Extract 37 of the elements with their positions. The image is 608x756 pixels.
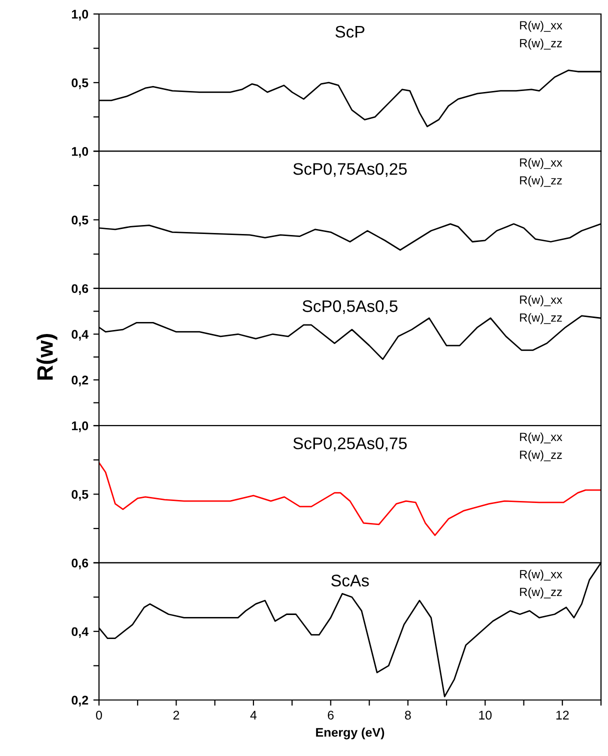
y-axis-title: R(w): [36, 334, 58, 380]
y-tick-label: 0,6: [72, 284, 88, 295]
annotation: R(w)_xx: [520, 432, 562, 444]
y-tick-label: 0,5: [72, 78, 88, 90]
text: ScP0,5As0,5: [302, 300, 398, 314]
annotation: R(w)_zz: [520, 38, 562, 50]
y-tick-label: 1,0: [72, 10, 88, 20]
x-axis-title: Energy (eV): [316, 728, 384, 740]
text: ScP0,75As0,25: [293, 163, 407, 177]
annotation: R(w)_zz: [520, 176, 562, 187]
annotation: R(w)_xx: [520, 570, 562, 581]
annotation: R(w)_xx: [520, 295, 562, 306]
x-tick-label: 4: [250, 710, 257, 720]
x-tick-label: 8: [404, 710, 411, 720]
x-tick-label: 12: [556, 710, 569, 720]
y-tick-label: 0,5: [72, 490, 88, 501]
line-series: [99, 462, 601, 536]
annotation: R(w)_zz: [520, 587, 562, 598]
annotation: R(w)_zz: [520, 313, 562, 324]
y-tick-label: 0,6: [72, 558, 88, 570]
y-tick-label: 0,5: [72, 216, 88, 226]
text: ScAs: [331, 574, 369, 586]
y-tick-label: 0,2: [72, 696, 88, 706]
y-tick-label: 1,0: [72, 147, 88, 158]
y-tick-label: 0,4: [72, 330, 89, 341]
y-tick-label: 0,4: [72, 627, 89, 638]
x-tick-label: 2: [173, 710, 180, 720]
y-tick-label: 0,2: [72, 376, 88, 386]
x-tick-label: 6: [328, 710, 334, 720]
text: ScP: [335, 26, 364, 38]
x-tick-label: 10: [479, 710, 492, 720]
y-tick-label: 1,0: [72, 421, 88, 432]
annotation: R(w)_xx: [520, 158, 562, 170]
text: ScP0,25As0,75: [293, 437, 407, 452]
annotation: R(w)_zz: [520, 450, 562, 462]
x-tick-label: 0: [96, 710, 102, 720]
annotation: R(w)_xx: [520, 20, 562, 32]
